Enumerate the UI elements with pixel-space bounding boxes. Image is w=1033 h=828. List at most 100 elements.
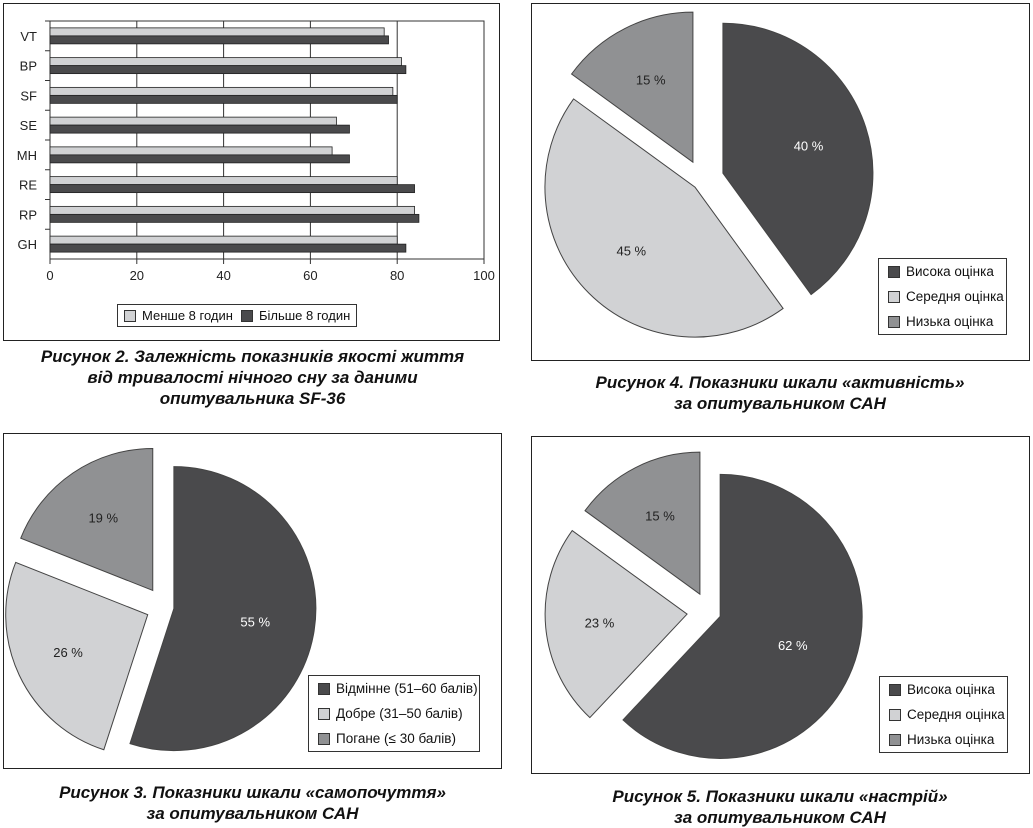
fig2-category-label: VT xyxy=(20,29,37,44)
fig4-slice-label-0: 40 % xyxy=(794,138,824,153)
fig2-category-label: BP xyxy=(20,59,37,74)
fig5-slice-2 xyxy=(584,451,701,596)
fig2-x-tick-label: 100 xyxy=(473,268,495,283)
fig2-bar-bp-more xyxy=(49,65,407,75)
fig2-caption-line-2: опитувальника SF-36 xyxy=(159,389,346,408)
fig5-slice-label-1: 23 % xyxy=(585,615,615,630)
fig4-legend-swatch-0 xyxy=(888,265,900,278)
fig5-panel: 62 % 23 % 15 % Висока оцінка Середня оцінк… xyxy=(531,436,1030,774)
fig3-legend-item-1: Добре (31–50 балів) xyxy=(309,701,479,726)
fig4-legend-item-1: Середня оцінка xyxy=(879,284,1006,309)
fig3-slice-label-0: 55 % xyxy=(240,614,270,629)
fig3-legend-item-0: Відмінне (51–60 балів) xyxy=(309,676,479,701)
fig4-slice-0 xyxy=(722,22,874,296)
fig2-caption-line-1: від тривалості нічного сну за даними xyxy=(87,368,418,387)
fig2-category-label: SE xyxy=(20,118,38,133)
fig2-bar-vt-less xyxy=(49,27,385,37)
fig4-legend-swatch-2 xyxy=(888,315,900,328)
fig4-legend-item-0: Висока оцінка xyxy=(879,259,1006,284)
fig3-slice-label-2: 19 % xyxy=(88,511,118,526)
fig4-caption: Рисунок 4. Показники шкали «активність» … xyxy=(520,372,1033,414)
fig5-caption-line-1: за опитувальником САН xyxy=(674,808,886,827)
fig2-legend-label-0: Менше 8 годин xyxy=(142,308,233,323)
fig5-legend-item-2: Низька оцінка xyxy=(880,727,1007,752)
fig2-legend-swatch-1 xyxy=(240,309,253,322)
fig3-caption-line-0: Рисунок 3. Показники шкали «самопочуття» xyxy=(59,783,446,802)
fig2-x-tick-label: 80 xyxy=(390,268,404,283)
fig4-caption-line-0: Рисунок 4. Показники шкали «активність» xyxy=(595,373,965,392)
fig2-bar-chart: 0 20 40 60 80 100 VT BP SF SE MH RE RP GH xyxy=(17,20,495,283)
fig4-slice-label-2: 15 % xyxy=(636,72,666,87)
fig5-caption: Рисунок 5. Показники шкали «настрій» за … xyxy=(520,786,1033,828)
fig2-category-label: GH xyxy=(18,237,38,252)
fig2-legend-swatch-0 xyxy=(124,309,136,322)
fig5-legend-swatch-1 xyxy=(889,708,901,721)
fig5-legend-item-1: Середня оцінка xyxy=(880,702,1007,727)
fig3-slice-2 xyxy=(20,447,154,592)
fig4-pie-chart: 40 % 45 % 15 % xyxy=(544,11,874,338)
fig3-caption-line-1: за опитувальником САН xyxy=(146,804,359,823)
fig3-legend-swatch-2 xyxy=(318,732,330,745)
fig2-bar-rp-less xyxy=(49,205,415,215)
fig4-slice-label-1: 45 % xyxy=(616,244,646,259)
fig5-legend: Висока оцінка Середня оцінка Низька оцін… xyxy=(879,676,1008,753)
fig5-legend-swatch-2 xyxy=(889,733,901,746)
fig4-legend-item-2: Низька оцінка xyxy=(879,309,1006,334)
fig5-legend-swatch-0 xyxy=(889,683,901,696)
fig2-x-tick-label: 40 xyxy=(216,268,230,283)
fig2-panel: 0 20 40 60 80 100 VT BP SF SE MH RE RP GH Менше 8 год… xyxy=(3,3,500,341)
fig2-bar-mh-more xyxy=(49,154,350,164)
fig5-legend-label-1: Середня оцінка xyxy=(907,707,1005,722)
fig2-bar-bp-less xyxy=(49,57,402,67)
fig2-x-tick-label: 60 xyxy=(303,268,317,283)
fig3-legend-swatch-1 xyxy=(318,707,330,720)
fig3-caption: Рисунок 3. Показники шкали «самопочуття»… xyxy=(0,782,505,824)
fig2-legend-item-0: Менше 8 годин xyxy=(124,308,233,323)
fig2-category-label: SF xyxy=(20,88,37,103)
fig5-legend-label-0: Висока оцінка xyxy=(907,682,995,697)
fig2-category-label: RP xyxy=(19,207,37,222)
fig2-category-label: MH xyxy=(17,148,37,163)
fig2-bar-se-more xyxy=(49,124,350,134)
fig2-bar-se-less xyxy=(49,116,337,126)
fig2-bar-gh-less xyxy=(49,235,398,245)
fig5-slice-1 xyxy=(544,529,688,719)
fig5-caption-line-0: Рисунок 5. Показники шкали «настрій» xyxy=(612,787,948,806)
fig4-caption-line-1: за опитувальником САН xyxy=(674,394,886,413)
fig5-slice-label-2: 15 % xyxy=(645,509,675,524)
fig5-slice-0 xyxy=(622,473,863,759)
fig2-bar-re-less xyxy=(49,176,398,186)
fig2-caption-line-0: Рисунок 2. Залежність показників якості … xyxy=(40,347,465,366)
fig2-plot-area xyxy=(49,20,485,260)
fig3-legend: Відмінне (51–60 балів) Добре (31–50 балі… xyxy=(308,675,480,752)
fig2-legend-label-1: Більше 8 годин xyxy=(258,308,351,323)
fig5-slice-label-0: 62 % xyxy=(778,638,808,653)
fig2-x-tick-label: 0 xyxy=(46,268,53,283)
fig4-legend: Висока оцінка Середня оцінка Низька оцін… xyxy=(878,258,1007,335)
fig2-bar-vt-more xyxy=(49,35,389,45)
fig3-slice-1 xyxy=(5,561,149,751)
fig3-slice-label-1: 26 % xyxy=(53,645,83,660)
fig3-slice-0 xyxy=(129,466,317,751)
fig2-bar-mh-less xyxy=(49,146,333,156)
fig4-legend-label-0: Висока оцінка xyxy=(906,264,994,279)
fig5-legend-label-2: Низька оцінка xyxy=(907,732,995,747)
fig5-legend-item-0: Висока оцінка xyxy=(880,677,1007,702)
fig4-slice-1 xyxy=(544,98,784,338)
fig2-legend-item-1: Більше 8 годин xyxy=(240,308,351,323)
fig4-panel: 40 % 45 % 15 % Висока оцінка Середня оцінк… xyxy=(531,3,1030,361)
fig3-legend-label-0: Відмінне (51–60 балів) xyxy=(336,681,478,696)
fig3-legend-label-1: Добре (31–50 балів) xyxy=(336,706,463,721)
fig4-legend-swatch-1 xyxy=(888,290,900,303)
fig4-legend-label-2: Низька оцінка xyxy=(906,314,994,329)
fig2-bar-sf-more xyxy=(49,94,398,104)
fig2-caption: Рисунок 2. Залежність показників якості … xyxy=(0,346,505,409)
fig4-legend-label-1: Середня оцінка xyxy=(906,289,1004,304)
fig2-legend: Менше 8 годин Більше 8 годин xyxy=(117,304,358,327)
fig3-panel: 55 % 26 % 19 % Відмінне (51–60 балів) Добр… xyxy=(3,433,502,769)
fig3-legend-item-2: Погане (≤ 30 балів) xyxy=(309,726,479,751)
fig3-pie-chart: 55 % 26 % 19 % xyxy=(5,447,317,751)
fig2-bar-sf-less xyxy=(49,86,394,96)
fig4-slice-2 xyxy=(570,11,694,164)
fig5-pie-chart: 62 % 23 % 15 % xyxy=(544,451,863,759)
